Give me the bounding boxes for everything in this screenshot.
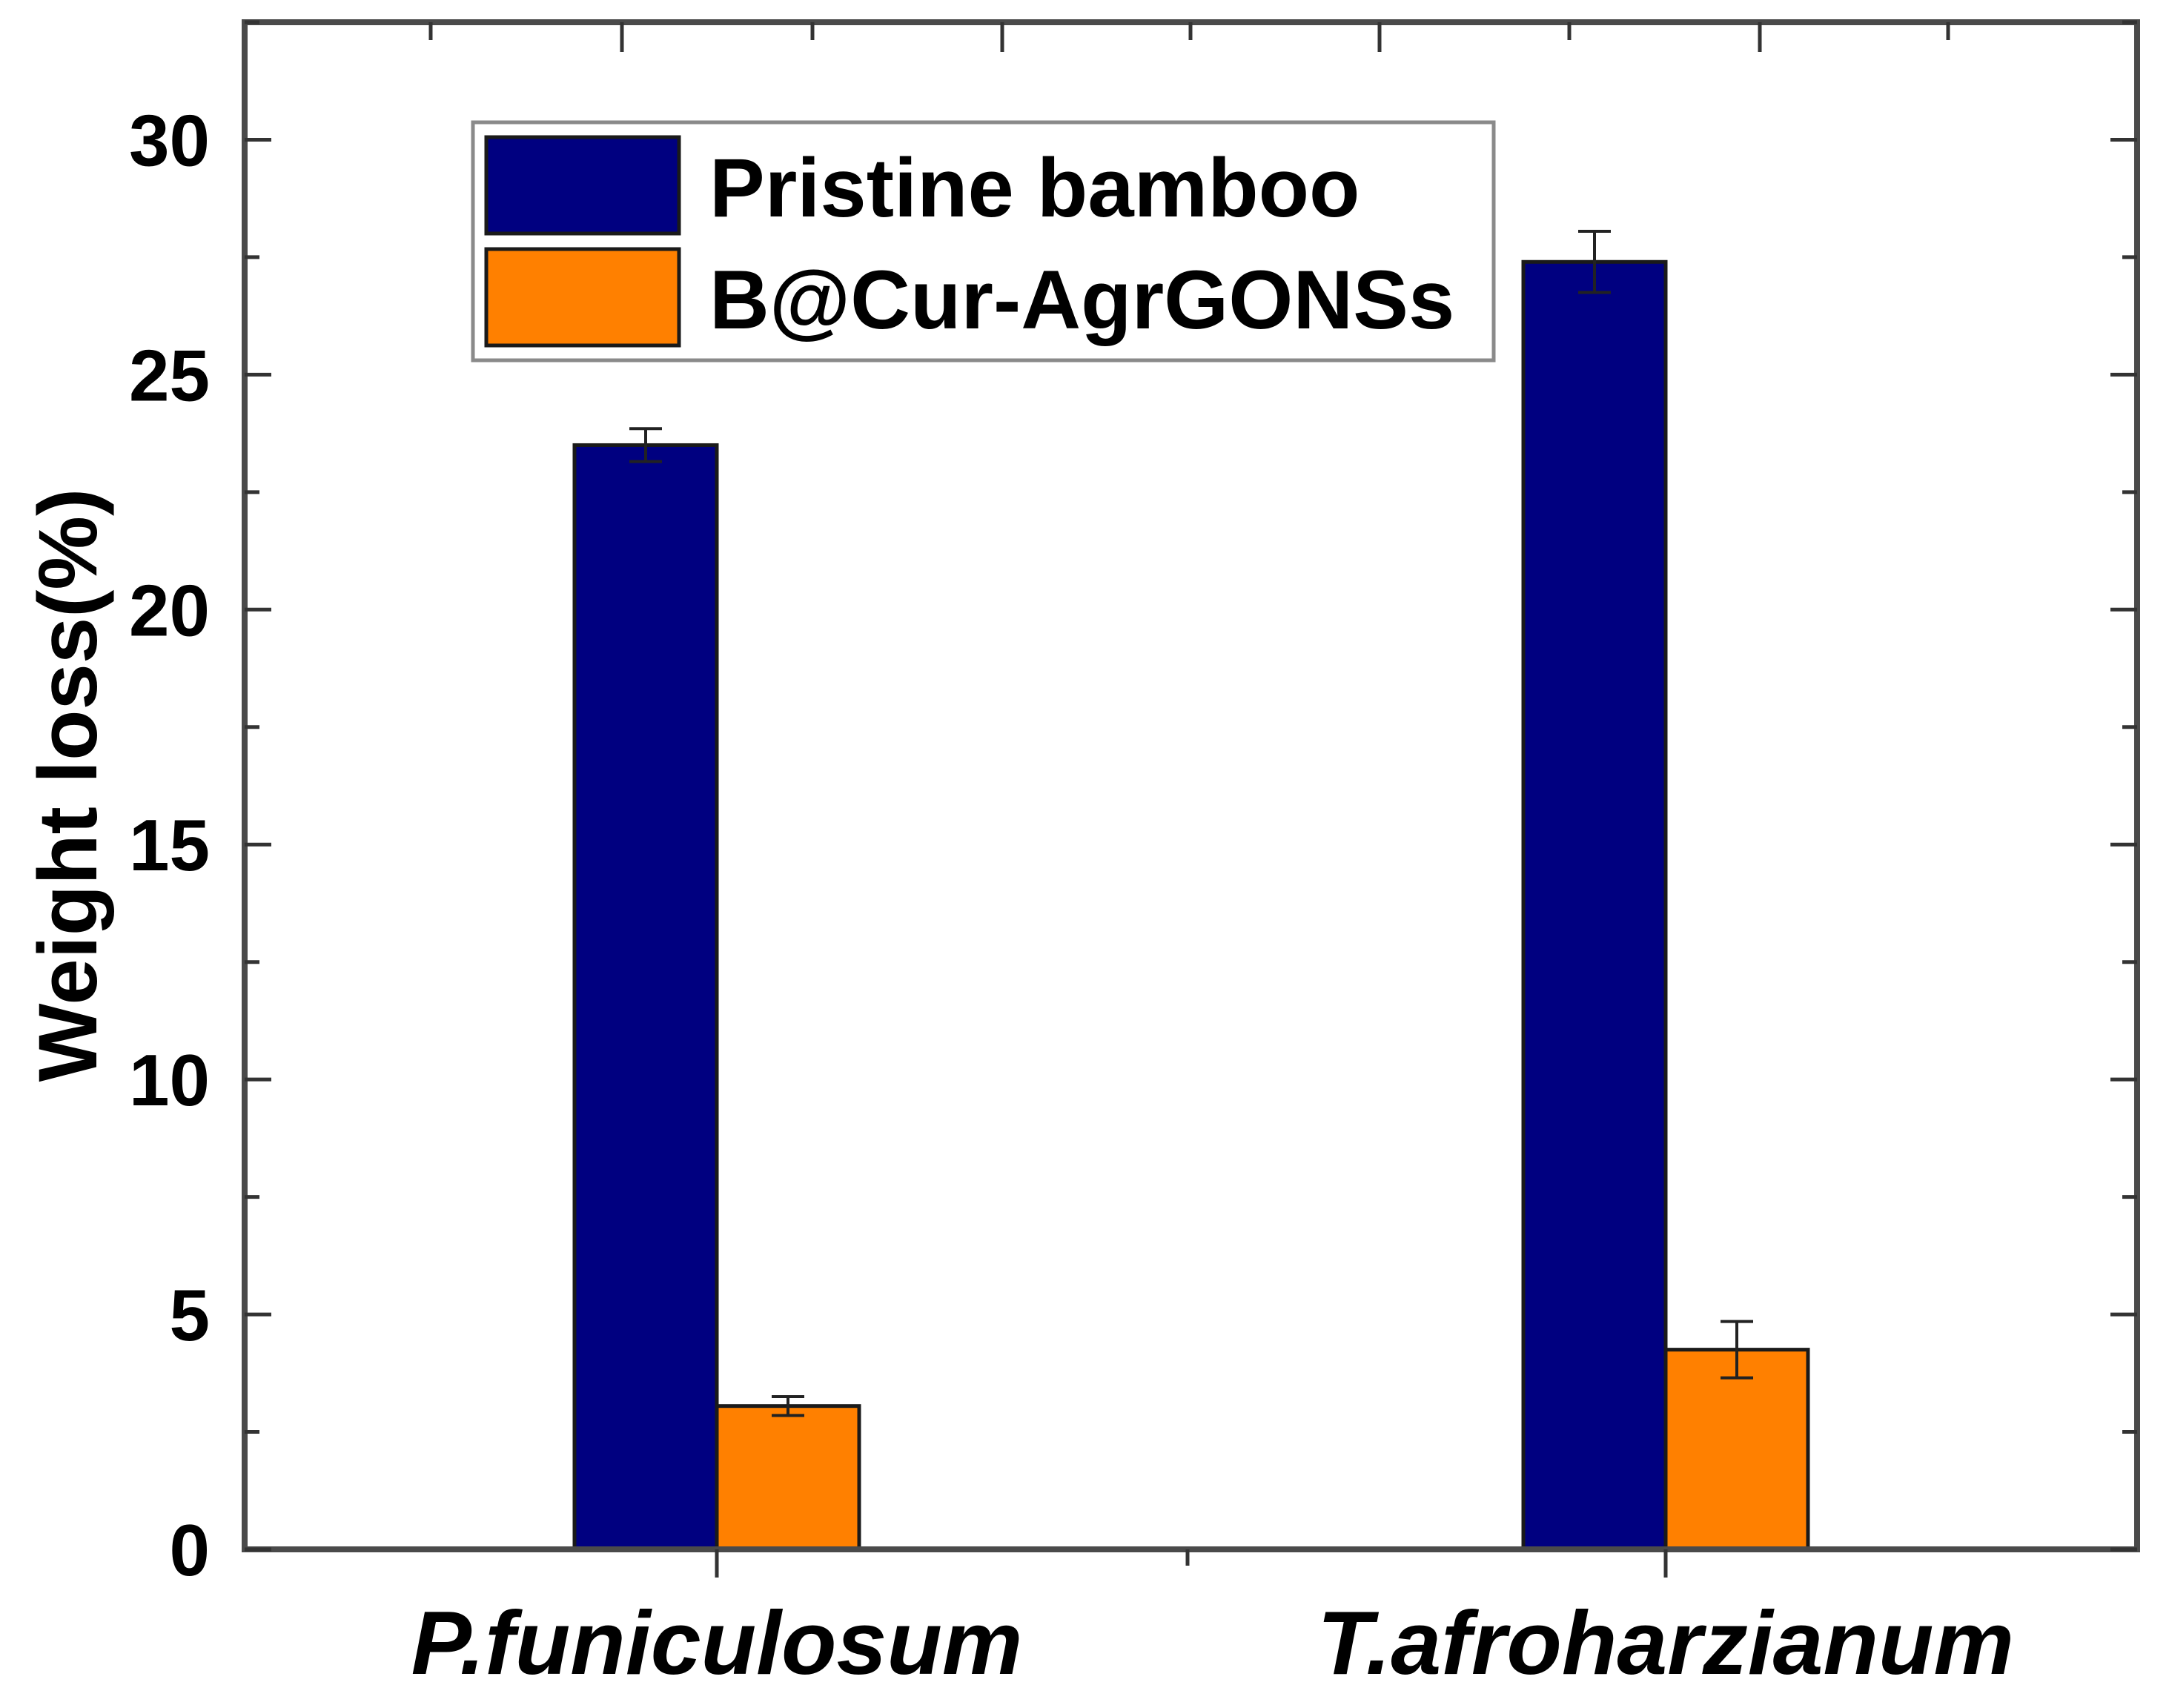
y-tick-label: 0 — [169, 1509, 210, 1591]
bar-group-item — [1663, 1320, 1810, 1552]
legend-swatch — [484, 247, 681, 348]
x-category-label: P.funiculosum — [411, 1592, 1023, 1693]
y-tick-label: 15 — [129, 804, 210, 886]
error-bar — [1721, 1320, 1753, 1380]
legend: Pristine bamboo B@Cur-AgrGONSs — [471, 120, 1496, 363]
error-bar — [629, 427, 662, 463]
bars-layer — [572, 230, 1810, 1552]
y-tick-label: 30 — [129, 99, 210, 181]
legend-item: B@Cur-AgrGONSs — [484, 247, 1454, 348]
y-tick-label: 5 — [169, 1274, 210, 1356]
legend-item: Pristine bamboo — [484, 135, 1360, 236]
x-category-label: T.afroharzianum — [1317, 1592, 2014, 1693]
bar — [1663, 1348, 1810, 1552]
legend-label: B@Cur-AgrGONSs — [709, 254, 1454, 346]
error-bar — [772, 1395, 804, 1417]
y-tick-label: 25 — [129, 334, 210, 416]
bar — [1521, 259, 1668, 1552]
legend-label: Pristine bamboo — [709, 142, 1360, 234]
y-axis-ticks: 0 5 10 15 20 25 30 — [129, 20, 2137, 1591]
bar-group-item — [1521, 230, 1668, 1552]
y-tick-label: 10 — [129, 1039, 210, 1121]
bar — [572, 443, 719, 1552]
x-axis-ticks — [428, 22, 1950, 1578]
bar — [715, 1404, 861, 1552]
y-tick-label: 20 — [129, 569, 210, 651]
legend-swatch — [484, 135, 681, 236]
bar-group-item — [572, 427, 719, 1552]
error-bar — [1578, 230, 1611, 294]
y-axis-title: Weight loss(%) — [21, 489, 114, 1082]
bar-group-item — [715, 1395, 861, 1552]
x-axis-category-labels: P.funiculosum T.afroharzianum — [411, 1592, 2014, 1693]
